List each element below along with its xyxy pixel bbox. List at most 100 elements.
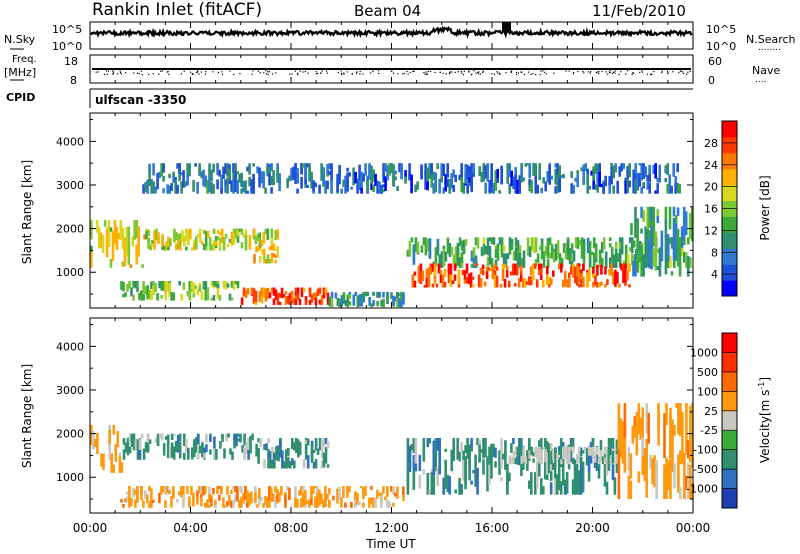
echo-cell xyxy=(243,433,246,446)
echo-cell xyxy=(296,293,300,300)
echo-cell xyxy=(678,184,681,194)
echo-cell xyxy=(128,281,131,289)
echo-cell xyxy=(421,270,425,281)
nave-series-dot xyxy=(611,72,613,74)
nave-series-dot xyxy=(625,73,627,75)
echo-cell xyxy=(322,289,326,294)
echo-cell xyxy=(210,297,214,301)
echo-cell xyxy=(158,492,161,504)
echo-cell xyxy=(378,181,381,194)
echo-cell xyxy=(532,458,535,463)
nave-series-dot xyxy=(362,73,364,75)
echo-cell xyxy=(644,166,647,177)
echo-cell xyxy=(456,243,460,262)
echo-cell xyxy=(229,448,232,455)
echo-cell xyxy=(215,448,218,460)
echo-cell xyxy=(196,288,200,296)
echo-cell xyxy=(164,436,168,440)
echo-cell xyxy=(240,174,243,187)
echo-cell xyxy=(558,165,561,177)
nave-series-dot xyxy=(112,73,114,75)
freq-unit-label: [MHz] xyxy=(4,66,36,79)
echo-cell xyxy=(504,253,508,268)
echo-cell xyxy=(214,240,218,246)
echo-cell xyxy=(252,292,256,304)
x-tick-label: 04:00 xyxy=(173,521,208,535)
echo-cell xyxy=(604,251,608,268)
echo-cell xyxy=(686,256,690,277)
echo-cell xyxy=(548,283,551,288)
echo-cell xyxy=(216,236,220,240)
echo-cell xyxy=(263,248,266,257)
echo-cell xyxy=(620,263,623,271)
echo-cell xyxy=(476,467,479,495)
echo-cell xyxy=(626,254,630,268)
echo-cell xyxy=(521,278,525,288)
echo-cell xyxy=(148,486,151,492)
nave-series-dot xyxy=(445,73,447,75)
echo-cell xyxy=(486,456,489,492)
echo-cell xyxy=(539,268,543,275)
nave-series-dot xyxy=(326,72,329,74)
echo-cell xyxy=(312,180,315,192)
echo-cell xyxy=(172,292,175,301)
echo-cell xyxy=(316,486,319,496)
echo-cell xyxy=(516,179,519,194)
echo-cell xyxy=(536,446,539,460)
echo-cell xyxy=(234,281,238,285)
echo-cell xyxy=(132,281,135,288)
echo-cell xyxy=(186,290,190,297)
echo-cell xyxy=(634,206,637,238)
echo-cell xyxy=(202,281,206,290)
echo-cell xyxy=(571,479,575,491)
echo-cell xyxy=(236,171,239,175)
nave-series-dot xyxy=(265,73,268,75)
echo-cell xyxy=(232,178,235,194)
echo-cell xyxy=(525,281,529,285)
nave-series-dot xyxy=(106,73,108,75)
echo-cell xyxy=(136,439,140,455)
echo-cell xyxy=(632,240,636,248)
echo-cell xyxy=(530,180,533,194)
echo-cell xyxy=(348,301,352,306)
nave-series-dot xyxy=(356,72,358,74)
nave-series-dot xyxy=(378,72,380,74)
nave-series-dot xyxy=(315,71,317,73)
echo-cell xyxy=(611,438,615,452)
echo-cell xyxy=(474,237,478,246)
echo-cell xyxy=(234,486,237,493)
echo-cell xyxy=(288,292,292,298)
echo-cell xyxy=(610,247,614,268)
echo-cell xyxy=(342,293,346,299)
echo-cell xyxy=(378,291,381,297)
echo-cell xyxy=(544,438,547,455)
echo-cell xyxy=(128,486,131,500)
echo-cell xyxy=(442,187,445,194)
nave-series-dot xyxy=(198,73,200,75)
echo-cell xyxy=(416,181,419,190)
echo-cell xyxy=(270,176,273,186)
echo-cell xyxy=(578,446,581,454)
echo-cell xyxy=(258,167,261,188)
echo-cell xyxy=(312,292,316,300)
echo-cell xyxy=(250,179,253,194)
echo-cell xyxy=(260,496,263,502)
echo-cell xyxy=(667,463,670,491)
echo-cell xyxy=(611,451,615,464)
nave-series-dot xyxy=(678,71,680,74)
echo-cell xyxy=(256,166,259,174)
echo-cell xyxy=(269,456,272,469)
echo-cell xyxy=(622,163,625,169)
echo-cell xyxy=(360,293,363,300)
echo-cell xyxy=(474,257,478,268)
echo-cell xyxy=(249,436,252,454)
echo-cell xyxy=(256,504,259,508)
echo-cell xyxy=(153,236,156,250)
echo-cell xyxy=(514,458,518,465)
echo-cell xyxy=(149,244,152,251)
echo-cell xyxy=(553,478,557,495)
echo-cell xyxy=(400,165,403,179)
echo-cell xyxy=(599,450,603,461)
echo-cell xyxy=(429,263,433,268)
echo-cell xyxy=(638,163,641,166)
